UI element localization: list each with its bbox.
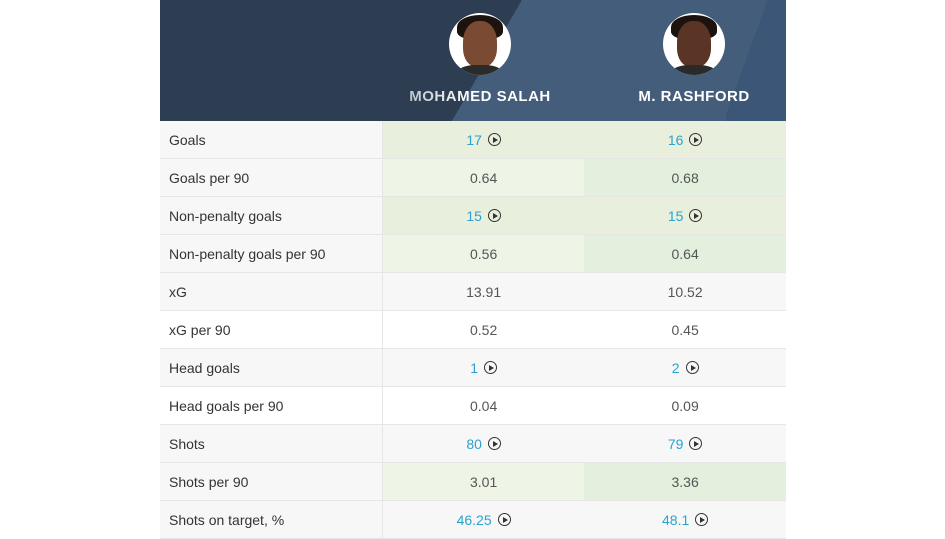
stat-value: 0.45 (671, 321, 699, 338)
stat-label: xG per 90 (160, 310, 383, 349)
stat-value-link[interactable]: 80 (466, 435, 482, 452)
play-video-icon[interactable] (487, 133, 501, 147)
stat-label: Goals per 90 (160, 158, 383, 197)
stat-value: 0.64 (671, 245, 699, 262)
stat-value-cell: 3.01 (382, 462, 585, 501)
stat-value-cell: 0.09 (584, 386, 786, 425)
player-name[interactable]: MOHAMED SALAH (373, 88, 587, 105)
play-video-icon[interactable] (685, 361, 699, 375)
player-comparison: MOHAMED SALAH M. RASHFORD Goals 17 16 Goals… (160, 0, 786, 539)
stat-value-cell: 0.45 (584, 310, 786, 349)
player-avatar[interactable] (449, 13, 511, 75)
stat-value-cell: 48.1 (584, 500, 786, 539)
table-row: xG per 90 0.52 0.45 (160, 310, 786, 349)
stat-value: 0.09 (671, 397, 699, 414)
stat-label: Shots (160, 424, 383, 463)
play-video-icon[interactable] (689, 133, 703, 147)
stat-value-cell: 0.68 (584, 158, 786, 197)
play-video-icon[interactable] (484, 361, 498, 375)
table-row: Shots 80 79 (160, 424, 786, 463)
stat-value: 10.52 (667, 283, 703, 300)
table-row: Shots per 90 3.01 3.36 (160, 462, 786, 501)
stat-value-cell: 3.36 (584, 462, 786, 501)
stat-value-cell: 2 (584, 348, 786, 387)
stat-value-link[interactable]: 48.1 (662, 511, 690, 528)
play-video-icon[interactable] (487, 209, 501, 223)
table-row: Non-penalty goals 15 15 (160, 196, 786, 235)
stat-value-cell: 79 (584, 424, 786, 463)
stat-value-link[interactable]: 79 (667, 435, 684, 452)
stat-value-cell: 0.04 (382, 386, 585, 425)
stat-value-link[interactable]: 17 (466, 131, 482, 148)
play-video-icon[interactable] (497, 513, 511, 527)
stat-value-cell: 15 (584, 196, 786, 235)
stat-value: 13.91 (466, 283, 502, 300)
stat-label: Non-penalty goals (160, 196, 383, 235)
stat-value: 3.01 (470, 473, 498, 490)
comparison-header: MOHAMED SALAH M. RASHFORD (160, 0, 786, 121)
stat-label: Shots per 90 (160, 462, 383, 501)
stat-label: Goals (160, 121, 383, 159)
stat-value-link[interactable]: 16 (667, 131, 684, 148)
stat-value-cell: 13.91 (382, 272, 585, 311)
table-row: Goals 17 16 (160, 121, 786, 159)
stat-value: 0.64 (470, 169, 498, 186)
stat-value-cell: 15 (382, 196, 585, 235)
stat-label: Non-penalty goals per 90 (160, 234, 383, 273)
stat-value-cell: 80 (382, 424, 585, 463)
player-column-header-1[interactable]: MOHAMED SALAH (373, 13, 587, 105)
table-row: Shots on target, % 46.25 48.1 (160, 500, 786, 539)
stat-value-cell: 1 (382, 348, 585, 387)
stat-value-link[interactable]: 1 (470, 359, 479, 376)
player-name[interactable]: M. RASHFORD (638, 88, 750, 105)
table-row: Goals per 90 0.64 0.68 (160, 158, 786, 197)
stat-value: 0.52 (470, 321, 498, 338)
table-row: Head goals 1 2 (160, 348, 786, 387)
stat-label: Shots on target, % (160, 500, 383, 539)
stat-value-link[interactable]: 15 (466, 207, 482, 224)
stat-value-cell: 10.52 (584, 272, 786, 311)
stat-value-link[interactable]: 15 (667, 207, 684, 224)
stat-value: 0.56 (470, 245, 498, 262)
play-video-icon[interactable] (695, 513, 709, 527)
table-row: Non-penalty goals per 90 0.56 0.64 (160, 234, 786, 273)
stat-value-cell: 0.64 (382, 158, 585, 197)
stat-value-link[interactable]: 46.25 (456, 511, 492, 528)
stat-value-cell: 0.52 (382, 310, 585, 349)
play-video-icon[interactable] (487, 437, 501, 451)
stat-value-cell: 16 (584, 121, 786, 159)
player-avatar[interactable] (663, 13, 725, 75)
stat-label: xG (160, 272, 383, 311)
stat-value: 3.36 (671, 473, 699, 490)
stat-value-cell: 0.56 (382, 234, 585, 273)
stat-label: Head goals per 90 (160, 386, 383, 425)
table-row: Head goals per 90 0.04 0.09 (160, 386, 786, 425)
stat-value-cell: 46.25 (382, 500, 585, 539)
player-column-header-2[interactable]: M. RASHFORD (587, 13, 786, 105)
play-video-icon[interactable] (689, 437, 703, 451)
stat-value: 0.04 (470, 397, 498, 414)
stat-value-cell: 0.64 (584, 234, 786, 273)
stats-table: Goals 17 16 Goals per 90 0.64 0.68 Non-penalty… (160, 121, 786, 539)
play-video-icon[interactable] (689, 209, 703, 223)
table-row: xG 13.91 10.52 (160, 272, 786, 311)
stat-value-cell: 17 (382, 121, 585, 159)
stat-label: Head goals (160, 348, 383, 387)
stat-value-link[interactable]: 2 (671, 359, 680, 376)
stat-value: 0.68 (671, 169, 699, 186)
